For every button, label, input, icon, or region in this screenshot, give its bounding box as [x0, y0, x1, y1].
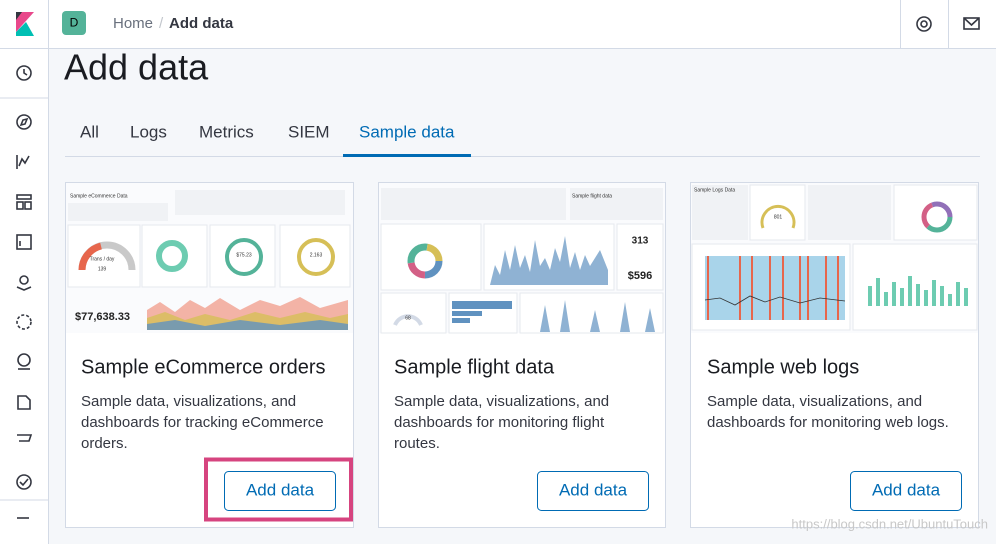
mail-icon[interactable]	[963, 17, 980, 30]
tab[interactable]: Logs	[130, 122, 167, 141]
preview-text: $596	[628, 270, 652, 282]
space-avatar[interactable]	[62, 11, 86, 35]
card-description: dashboards for tracking eCommerce	[81, 414, 324, 431]
breadcrumb: Add data	[169, 15, 234, 32]
card: Sample flight data 313 $596 68 Sample fl…	[378, 182, 666, 528]
avatar-letter: D	[70, 16, 79, 30]
page-title: Add data	[64, 47, 209, 88]
add-data-button[interactable]: Add data	[224, 471, 336, 511]
help-icon[interactable]	[916, 16, 932, 32]
tab[interactable]: Sample data	[359, 122, 455, 141]
nav-icons[interactable]	[16, 65, 33, 519]
preview-text: $75.23	[236, 252, 252, 258]
tabs: All Logs Metrics SIEM Sample data	[80, 122, 455, 141]
card-description: routes.	[394, 435, 440, 452]
card-description: Sample data, visualizations, and	[707, 393, 922, 410]
card-title: Sample web logs	[707, 356, 859, 378]
preview-text: Trans / day	[90, 256, 115, 262]
breadcrumb[interactable]: Home	[113, 15, 153, 32]
active-tab-underline	[343, 154, 471, 157]
card-preview: Sample flight data 313 $596 68	[379, 183, 665, 334]
preview-text: Sample flight data	[572, 193, 612, 199]
preview-text: 801	[774, 214, 783, 220]
card-description: dashboards for monitoring web logs.	[707, 414, 949, 431]
button-label: Add data	[559, 480, 628, 499]
preview-text: Sample eCommerce Data	[70, 193, 128, 199]
preview-text: Sample Logs Data	[694, 187, 735, 193]
preview-text: 2.163	[310, 252, 323, 258]
card-description: Sample data, visualizations, and	[394, 393, 609, 410]
add-data-button[interactable]: Add data	[850, 471, 962, 511]
card-preview: Sample eCommerce Data Trans / day 139 $7…	[66, 183, 353, 333]
card: Sample eCommerce Data Trans / day 139 $7…	[65, 182, 354, 528]
add-data-button[interactable]: Add data	[537, 471, 649, 511]
card: Sample Logs Data 801 Sample web logs Sam…	[690, 182, 979, 528]
kibana-logo[interactable]	[16, 12, 34, 36]
card-description: orders.	[81, 435, 128, 452]
side-nav	[0, 49, 48, 544]
card-description: Sample data, visualizations, and	[81, 393, 296, 410]
watermark: https://blog.csdn.net/UbuntuTouch	[791, 516, 988, 531]
card-description: dashboards for monitoring flight	[394, 414, 605, 431]
tab[interactable]: Metrics	[199, 122, 254, 141]
card-title: Sample eCommerce orders	[81, 356, 326, 378]
header-bar	[0, 0, 996, 48]
tab[interactable]: SIEM	[288, 122, 330, 141]
preview-text: 313	[632, 236, 649, 247]
highlight-box	[204, 457, 353, 522]
breadcrumb-sep: /	[159, 15, 164, 32]
tab[interactable]: All	[80, 122, 99, 141]
card-preview: Sample Logs Data 801	[691, 183, 978, 333]
card-title: Sample flight data	[394, 356, 555, 378]
button-label: Add data	[246, 480, 315, 499]
preview-text: $77,638.33	[75, 311, 130, 323]
preview-text: 139	[98, 266, 107, 272]
button-label: Add data	[872, 480, 941, 499]
preview-text: 68	[405, 315, 411, 321]
